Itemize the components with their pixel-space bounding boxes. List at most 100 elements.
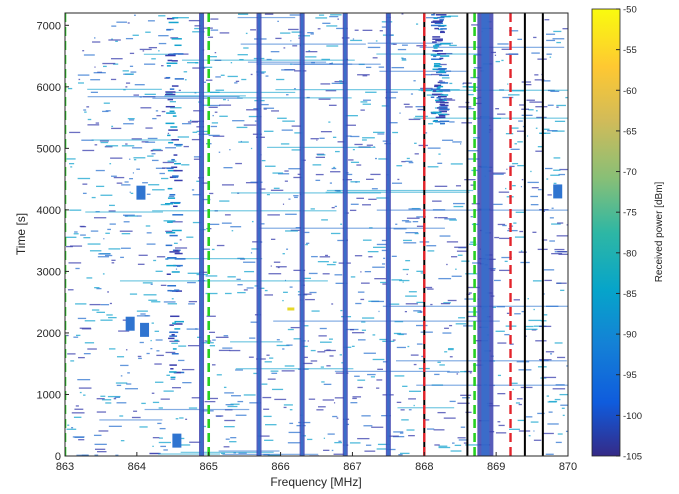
noise-segment [368,256,373,258]
noise-segment [471,24,479,26]
noise-segment [69,131,81,134]
horizontal-streak [144,408,250,411]
noise-segment [352,396,362,398]
noise-segment [545,453,554,455]
noise-segment [77,378,91,381]
noise-segment [116,182,123,184]
activity-cell [440,104,449,107]
noise-segment [318,14,325,16]
noise-segment [204,340,207,342]
noise-segment [419,311,423,313]
noise-segment [203,81,207,83]
noise-segment [322,273,330,275]
noise-segment [156,256,166,258]
noise-segment [71,427,74,429]
activity-cell [171,158,175,161]
noise-segment [516,398,523,400]
noise-segment [321,381,325,383]
noise-segment [211,248,215,251]
noise-segment [557,356,566,359]
noise-segment [323,449,330,451]
noise-segment [531,187,539,189]
noise-segment [424,286,433,289]
noise-segment [546,178,549,180]
activity-cell [167,59,173,62]
noise-segment [207,104,221,107]
noise-segment [319,137,325,139]
noise-segment [93,72,106,74]
noise-segment [122,214,135,216]
noise-segment [553,169,561,171]
noise-segment [104,254,113,257]
noise-segment [356,164,362,166]
noise-segment [542,432,554,435]
horizontal-streak [397,407,455,409]
noise-segment [105,110,111,112]
noise-segment [98,253,111,255]
noise-segment [91,309,100,311]
activity-cell [165,122,175,125]
noise-segment [147,155,154,157]
noise-segment [376,387,380,389]
noise-segment [223,446,230,448]
noise-segment [320,83,331,85]
noise-segment [224,214,231,216]
noise-segment [277,117,287,119]
activity-cell [436,96,441,99]
noise-segment [67,424,70,426]
noise-segment [376,379,383,381]
noise-segment [509,343,514,345]
noise-segment [565,430,568,433]
noise-segment [366,66,372,69]
noise-segment [355,181,358,183]
noise-segment [201,182,209,184]
noise-segment [401,59,407,61]
noise-segment [111,125,114,128]
noise-segment [546,395,550,397]
noise-segment [490,51,497,54]
noise-segment [209,397,218,400]
noise-segment [518,403,522,406]
noise-segment [507,83,509,85]
noise-segment [203,425,207,428]
noise-segment [84,320,96,322]
noise-segment [494,236,500,239]
noise-segment [437,162,443,164]
noise-segment [401,44,408,46]
noise-segment [449,121,455,123]
noise-segment [161,65,164,67]
noise-segment [467,150,479,152]
noise-segment [108,210,116,212]
noise-segment [121,247,131,249]
noise-segment [326,365,331,367]
horizontal-streak [334,370,450,372]
noise-segment [317,28,321,30]
noise-segment [70,245,83,247]
noise-segment [492,172,506,174]
activity-cell [439,108,450,111]
noise-segment [87,118,92,121]
noise-segment [502,96,514,99]
noise-segment [497,223,506,226]
noise-segment [260,72,265,74]
noise-segment [410,93,414,95]
activity-cell [438,68,447,70]
noise-segment [246,109,259,111]
noise-segment [66,158,76,160]
noise-segment [73,233,79,235]
noise-segment [566,365,568,367]
noise-segment [406,157,410,160]
noise-segment [308,50,311,52]
noise-segment [215,415,224,417]
noise-segment [133,159,137,161]
noise-segment [266,193,270,196]
noise-segment [354,29,359,31]
noise-segment [77,177,91,180]
noise-segment [527,135,529,137]
noise-segment [514,236,525,238]
activity-cell [440,94,449,96]
noise-segment [403,242,417,244]
noise-segment [89,303,101,306]
noise-segment [420,87,433,90]
noise-segment [550,90,560,93]
